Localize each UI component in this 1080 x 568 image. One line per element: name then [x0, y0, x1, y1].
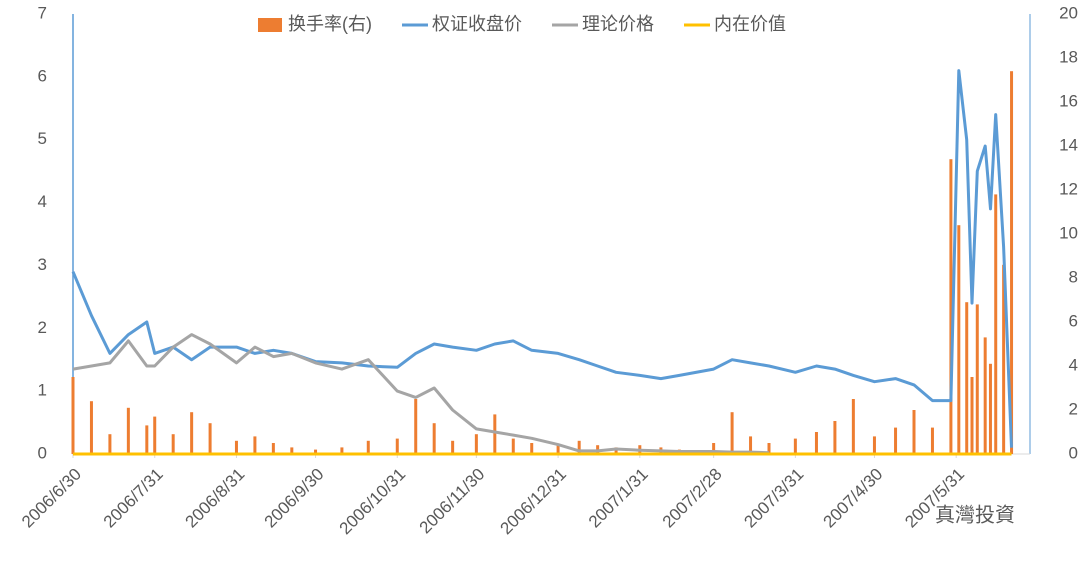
y2-tick-label: 16 [1059, 91, 1078, 110]
y-tick-label: 6 [38, 66, 47, 85]
x-tick-label: 2007/2/28 [659, 465, 726, 532]
bar [290, 447, 294, 454]
bar [234, 440, 238, 454]
bar [1010, 71, 1014, 454]
bar [108, 434, 112, 454]
bar [988, 363, 992, 454]
bar [208, 423, 212, 454]
bar [89, 401, 93, 454]
bar [314, 449, 318, 454]
watermark: 真灣投資 [935, 503, 1015, 526]
bar [957, 225, 961, 454]
bar [71, 377, 75, 454]
y2-tick-label: 4 [1069, 355, 1078, 374]
bar [851, 399, 855, 454]
bar [833, 421, 837, 454]
bar [1002, 264, 1006, 454]
x-tick-label: 2006/6/30 [18, 465, 85, 532]
legend-label: 内在价值 [714, 14, 786, 34]
x-tick-label: 2007/1/31 [585, 465, 652, 532]
legend-label: 权证收盘价 [432, 14, 522, 34]
legend-label: 换手率(右) [288, 14, 372, 34]
y-tick-label: 0 [38, 443, 47, 462]
bar [153, 416, 157, 454]
bar [994, 194, 998, 454]
y-tick-label: 5 [38, 129, 47, 148]
bar [930, 427, 934, 454]
x-tick-label: 2007/3/31 [740, 465, 807, 532]
bar [872, 436, 876, 454]
bar [530, 443, 534, 454]
legend-swatch [258, 18, 282, 32]
y2-tick-label: 0 [1069, 443, 1078, 462]
bar [340, 447, 344, 454]
bar [712, 443, 716, 454]
bar [126, 407, 130, 454]
y-tick-label: 3 [38, 255, 47, 274]
line [71, 69, 1013, 448]
bar [171, 434, 175, 454]
bar [793, 438, 797, 454]
y-tick-label: 2 [38, 318, 47, 337]
bar [414, 399, 418, 454]
bar [451, 440, 455, 454]
x-tick-label: 2007/4/30 [820, 465, 887, 532]
legend-label: 理论价格 [582, 14, 654, 34]
bar [366, 440, 370, 454]
y2-tick-label: 18 [1059, 47, 1078, 66]
x-tick-label: 2006/12/31 [496, 465, 570, 539]
x-tick-label: 2006/7/31 [100, 465, 167, 532]
bar [749, 436, 753, 454]
bar [577, 440, 581, 454]
bar [474, 434, 478, 454]
bar [949, 159, 953, 454]
bar [767, 443, 771, 454]
x-tick-label: 2006/10/31 [336, 465, 410, 539]
bar [395, 438, 399, 454]
y2-tick-label: 10 [1059, 223, 1078, 242]
y2-tick-label: 20 [1059, 3, 1078, 22]
x-tick-label: 2006/8/31 [182, 465, 249, 532]
y2-tick-label: 6 [1069, 311, 1078, 330]
bar [493, 414, 497, 454]
bar [965, 302, 969, 454]
bar [253, 436, 257, 454]
bar [190, 412, 194, 454]
y2-tick-label: 14 [1059, 135, 1078, 154]
y2-tick-label: 2 [1069, 399, 1078, 418]
bar [912, 410, 916, 454]
bar [271, 443, 275, 454]
y-tick-label: 4 [38, 192, 47, 211]
y2-tick-label: 12 [1059, 179, 1078, 198]
y2-tick-label: 8 [1069, 267, 1078, 286]
bar [975, 304, 979, 454]
bar [511, 438, 515, 454]
bar [814, 432, 818, 454]
bar [970, 377, 974, 454]
y-tick-label: 1 [38, 381, 47, 400]
bar [432, 423, 436, 454]
bar [730, 412, 734, 454]
bar [556, 445, 560, 454]
bar [614, 447, 618, 454]
y-tick-label: 7 [38, 3, 47, 22]
bar [983, 337, 987, 454]
line [72, 333, 770, 455]
x-tick-label: 2006/11/30 [416, 465, 489, 538]
bar [894, 427, 898, 454]
bar [145, 425, 149, 454]
x-tick-label: 2006/9/30 [261, 465, 328, 532]
